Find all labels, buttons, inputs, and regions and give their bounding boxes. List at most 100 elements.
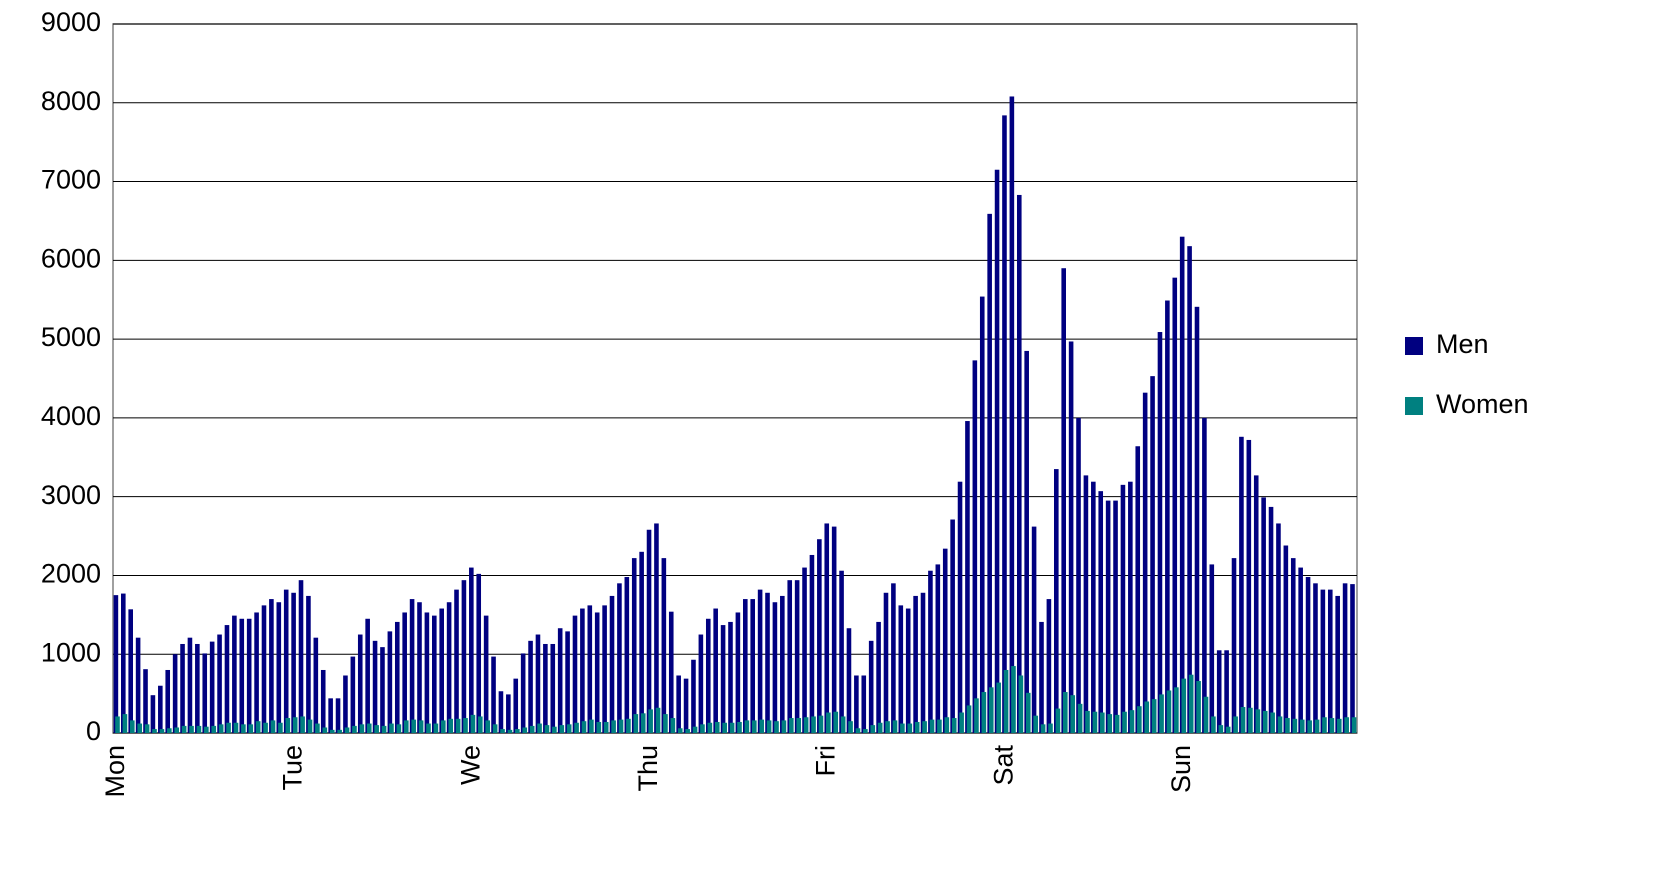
- bar: [463, 718, 468, 733]
- bar: [1268, 506, 1274, 733]
- bar: [152, 729, 157, 733]
- bar: [913, 595, 918, 733]
- bar: [507, 729, 513, 733]
- bar: [439, 608, 445, 733]
- bar: [772, 602, 778, 733]
- bar: [278, 722, 283, 733]
- bar: [1033, 715, 1038, 733]
- bar: [211, 725, 217, 733]
- bar: [646, 529, 652, 733]
- bar: [1107, 714, 1113, 733]
- bar: [1018, 675, 1024, 733]
- bar: [1203, 696, 1209, 733]
- bar: [1142, 392, 1148, 733]
- bar: [254, 612, 259, 733]
- bar: [113, 595, 119, 733]
- bar: [787, 580, 793, 733]
- bar: [513, 678, 519, 733]
- legend-label: Men: [1436, 329, 1489, 359]
- bar: [937, 719, 942, 733]
- bar: [572, 615, 578, 733]
- bar: [920, 592, 926, 733]
- bar: [350, 656, 356, 733]
- bar: [158, 685, 163, 733]
- x-tick-label: Fri: [811, 745, 841, 776]
- bar: [135, 637, 141, 733]
- x-tick-label: Thu: [633, 745, 663, 792]
- bar: [972, 360, 978, 733]
- bar: [1077, 703, 1083, 733]
- bar: [187, 637, 193, 733]
- bar: [811, 716, 816, 733]
- bar: [900, 723, 905, 733]
- y-tick-label: 9000: [41, 7, 101, 37]
- bar: [1137, 706, 1142, 733]
- legend-label: Women: [1436, 389, 1529, 419]
- bar: [529, 725, 535, 733]
- bar: [677, 728, 683, 733]
- bar: [543, 643, 548, 733]
- bar: [1179, 236, 1185, 733]
- legend-key: [1405, 337, 1423, 355]
- bar: [729, 722, 735, 733]
- bar: [492, 724, 498, 733]
- bar: [1135, 446, 1141, 733]
- bar: [1277, 716, 1283, 733]
- bar: [885, 721, 890, 733]
- bar: [683, 678, 689, 733]
- bar: [1122, 711, 1127, 733]
- bar: [522, 727, 528, 733]
- bar: [1157, 332, 1163, 733]
- bar: [195, 643, 200, 733]
- bar: [1166, 690, 1172, 733]
- bar: [424, 612, 430, 733]
- bar: [596, 721, 602, 733]
- bar: [1076, 417, 1081, 733]
- bar: [994, 169, 1000, 733]
- bar: [1240, 707, 1246, 733]
- bar: [217, 634, 222, 733]
- y-tick-label: 1000: [41, 637, 101, 667]
- bar: [417, 602, 422, 733]
- bar: [848, 721, 853, 733]
- bar: [366, 723, 372, 733]
- bar: [794, 580, 800, 733]
- bar: [483, 615, 489, 733]
- bar: [409, 599, 415, 733]
- bar: [581, 721, 587, 733]
- bar: [246, 618, 252, 733]
- bar: [1055, 708, 1061, 733]
- bar: [322, 727, 328, 733]
- bar: [996, 682, 1001, 733]
- bar: [802, 567, 807, 733]
- bar: [883, 592, 889, 733]
- bar: [640, 713, 646, 733]
- bar: [898, 605, 904, 733]
- bar: [861, 675, 867, 733]
- bar: [261, 605, 267, 733]
- bar: [676, 675, 681, 733]
- bar: [520, 653, 526, 733]
- bar: [1292, 718, 1298, 733]
- bar: [1233, 716, 1238, 733]
- bar: [935, 564, 941, 733]
- bar: [981, 692, 987, 733]
- bar: [1046, 599, 1052, 733]
- bar: [914, 721, 920, 733]
- bar: [1255, 709, 1261, 733]
- bar: [617, 583, 622, 733]
- bar: [204, 726, 209, 733]
- bar: [226, 722, 231, 733]
- bar: [329, 729, 335, 733]
- bar: [1270, 712, 1275, 733]
- bar: [1011, 666, 1016, 733]
- bar: [269, 599, 274, 733]
- bar: [1114, 714, 1120, 733]
- bar: [691, 659, 696, 733]
- y-tick-label: 0: [86, 716, 101, 746]
- y-tick-label: 6000: [41, 243, 101, 273]
- bar: [455, 718, 461, 733]
- bar: [1165, 300, 1170, 733]
- bar: [979, 296, 985, 733]
- bar: [942, 548, 948, 733]
